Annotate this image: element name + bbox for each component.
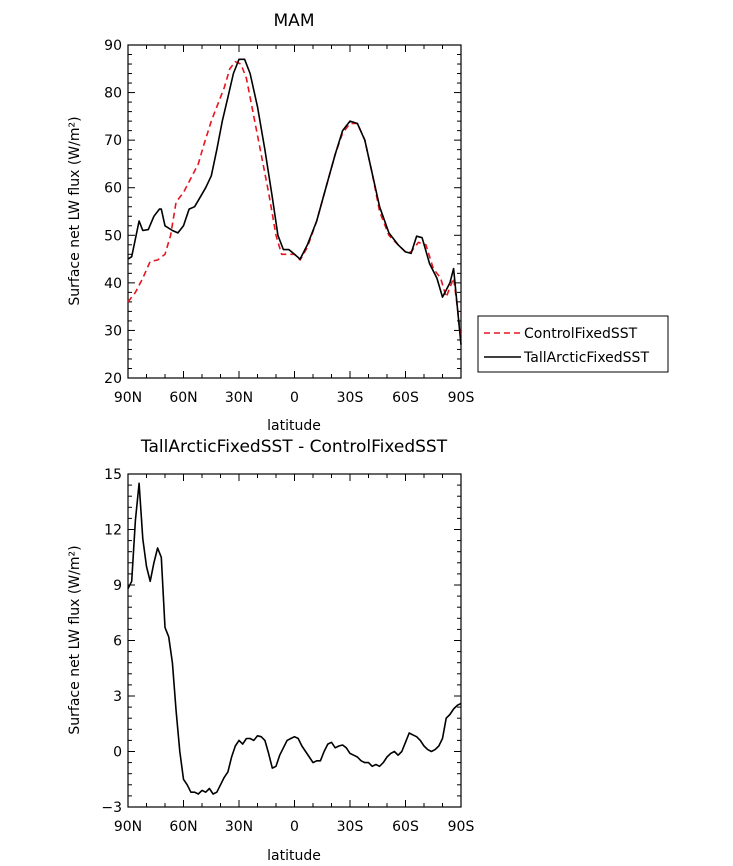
x-tick-label: 30N <box>225 819 253 835</box>
x-tick-label: 60N <box>169 819 197 835</box>
top-chart-title: MAM <box>274 11 315 31</box>
y-tick-label: 60 <box>104 181 122 197</box>
y-tick-label: 80 <box>104 86 122 102</box>
top-y-axis-label: Surface net LW flux (W/m²) <box>67 116 83 305</box>
bottom-x-axis-label: latitude <box>267 848 321 864</box>
x-tick-label: 90S <box>448 819 475 835</box>
x-tick-label: 0 <box>290 819 299 835</box>
x-tick-label: 30S <box>337 390 364 406</box>
bottom-panel: TallArcticFixedSST - ControlFixedSST 90N… <box>67 437 474 864</box>
series-line-controlfixedsst <box>127 60 462 340</box>
bottom-lines <box>127 482 462 795</box>
x-tick-label: 60S <box>392 819 419 835</box>
bottom-y-axis-label: Surface net LW flux (W/m²) <box>67 545 83 734</box>
y-tick-label: 50 <box>104 228 122 244</box>
x-tick-label: 30S <box>337 819 364 835</box>
y-tick-label: 70 <box>104 133 122 149</box>
x-tick-label: 60S <box>392 390 419 406</box>
x-tick-label: 90N <box>114 390 142 406</box>
legend-box <box>477 315 669 373</box>
bottom-chart-title: TallArcticFixedSST - ControlFixedSST <box>140 437 448 457</box>
top-plot-frame <box>127 44 462 379</box>
y-tick-label: 0 <box>113 745 122 761</box>
y-tick-label: 6 <box>113 634 122 650</box>
x-tick-label: 0 <box>290 390 299 406</box>
top-panel: MAM 90N 60N 30N 0 30S 60S 90S2030405060708090 … <box>67 11 669 434</box>
y-tick-label: 9 <box>113 578 122 594</box>
y-tick-label: −3 <box>101 800 122 816</box>
legend-label-control: ControlFixedSST <box>524 326 638 342</box>
legend: ControlFixedSST TallArcticFixedSST <box>477 315 669 373</box>
series-line-tallarcticfixedsst <box>127 58 462 345</box>
x-tick-label: 30N <box>225 390 253 406</box>
top-x-axis-label: latitude <box>267 418 321 434</box>
x-tick-label: 60N <box>169 390 197 406</box>
x-tick-label: 90N <box>114 819 142 835</box>
legend-label-tallarctic: TallArcticFixedSST <box>523 350 649 366</box>
y-tick-label: 40 <box>104 276 122 292</box>
bottom-plot-frame <box>127 473 462 808</box>
y-tick-label: 15 <box>104 467 122 483</box>
y-tick-label: 12 <box>104 523 122 539</box>
series-line-difference <box>127 482 462 795</box>
x-tick-label: 90S <box>448 390 475 406</box>
y-tick-label: 90 <box>104 38 122 54</box>
y-tick-label: 30 <box>104 323 122 339</box>
top-ticks: 90N 60N 30N 0 30S 60S 90S 20 30 40 50 60 70 80 90 <box>104 38 474 406</box>
top-lines <box>127 58 462 345</box>
y-tick-label: 3 <box>113 689 122 705</box>
bottom-ticks: 90N 60N 30N 0 30S 60S 90S −3 0 3 6 9 12 15 <box>101 467 474 835</box>
y-tick-label: 20 <box>104 371 122 387</box>
